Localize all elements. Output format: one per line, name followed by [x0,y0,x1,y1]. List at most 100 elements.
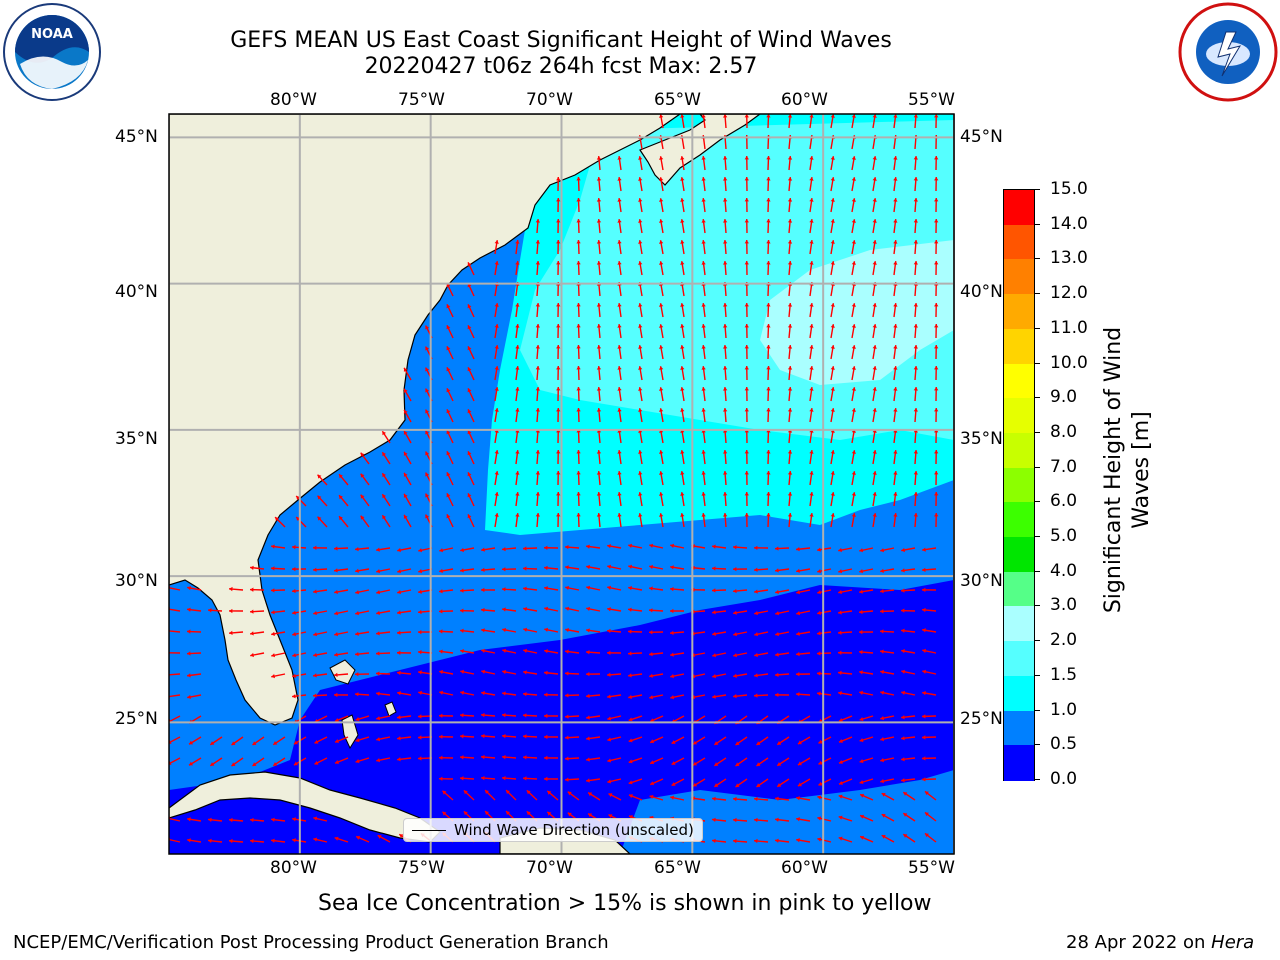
arrow-head [787,114,793,118]
arrow-head [659,513,664,517]
arrow-head [859,758,864,764]
arrow-head [754,545,758,551]
arrow-head [446,514,451,519]
arrow-head [851,513,856,517]
colorbar-tick-label: 0.0 [1050,769,1078,789]
arrow-head [818,781,823,786]
arrow-head [250,631,254,636]
arrow-head [355,651,359,657]
arrow-head [754,652,758,658]
arrow-head [901,547,905,553]
arrow-head [556,219,561,223]
arrow-head [544,545,548,550]
arrow-head [893,513,898,517]
arrow-head [376,671,380,676]
arrow-head [586,671,590,677]
arrow-head [701,450,706,454]
arrow-head [817,569,822,574]
arrow-head [271,631,275,636]
colorbar-tick-label: 2.0 [1050,630,1078,651]
arrow-head [229,608,233,614]
arrow-head [659,219,664,223]
arrow-head [893,114,898,118]
arrow-head [355,546,359,552]
arrow-head [901,628,905,633]
arrow-head [701,408,706,412]
arrow-head [659,429,664,433]
arrow-head [397,589,401,595]
arrow-head [744,450,749,454]
arrow-head [754,817,758,823]
arrow-head [893,366,898,370]
arrow-head [576,261,581,265]
arrow-head [439,776,443,781]
arrow-head [680,324,685,328]
arrow-head [229,817,233,823]
arrow-head [460,628,464,633]
colorbar-segment [1004,606,1034,642]
arrow-head [418,690,423,696]
arrow-head [712,566,716,571]
arrow-head [638,387,643,391]
arrow-head [934,450,939,454]
arrow-head [567,812,572,817]
arrow-head [485,790,489,795]
arrow-head [659,471,664,475]
arrow-head [313,632,318,637]
arrow-head [872,156,877,160]
arrow-head [586,736,590,741]
arrow-head [723,324,728,328]
arrow-head [701,303,706,307]
arrow-head [680,408,685,412]
lon-label-bottom: 65°W [654,858,701,878]
arrow-head [830,429,835,433]
arrow-head [922,669,927,674]
arrow-head [271,544,275,549]
arrow-head [830,219,835,223]
arrow-head [535,261,540,265]
arrow-head [744,219,749,223]
arrow-head [744,324,749,328]
arrow-head [766,492,771,496]
arrow-head [292,673,296,678]
colorbar-tick-mark [1034,709,1040,711]
arrow-head [851,114,856,118]
arrow-head [649,586,653,591]
colorbar-tick-label: 10.0 [1050,352,1088,373]
arrow-head [334,692,338,698]
arrow-head [830,177,835,181]
arrow-head [596,240,602,244]
arrow-head [701,324,706,328]
arrow-head [425,451,430,456]
arrow-head [859,650,863,655]
arrow-head [485,811,489,816]
arrow-head [273,741,278,745]
arrow-head [670,565,674,570]
arrow-head [403,367,408,372]
footer-machine: Hera [1211,932,1255,953]
arrow-head [649,695,654,700]
arrow-head [680,261,685,265]
arrow-head [460,734,464,739]
arrow-head [809,324,814,328]
arrow-head [628,607,632,612]
footer-branch: NCEP/EMC/Verification Post Processing Pr… [13,932,609,953]
arrow-head [756,741,761,745]
arrow-head [617,429,622,433]
arrow-head [693,740,698,745]
arrow-head [818,760,823,765]
arrow-head [797,740,802,745]
colorbar-segment [1004,537,1034,573]
arrow-head [756,783,761,787]
arrow-head [355,738,360,743]
arrow-head [934,345,939,349]
colorbar-tick-mark [1034,258,1040,260]
arrow-head [187,838,191,843]
arrow-head [893,492,898,496]
arrow-head [838,547,842,553]
arrow-head [701,387,706,391]
arrow-head [494,303,499,307]
arrow-head [628,673,632,678]
arrow-head [880,716,885,721]
arrow-head [515,450,520,454]
